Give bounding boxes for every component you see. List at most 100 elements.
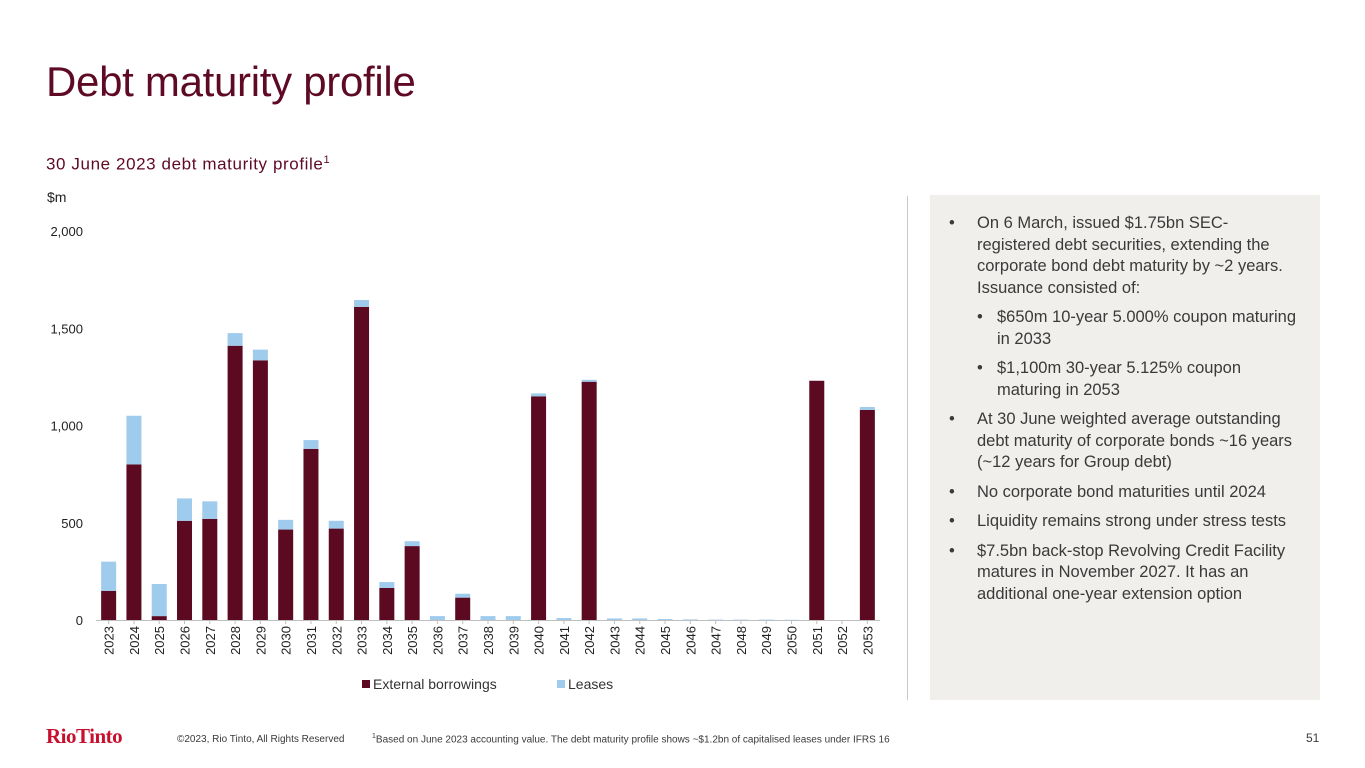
bar-leases (202, 501, 217, 519)
key-points-panel: • On 6 March, issued $1.75bn SEC-register… (930, 195, 1320, 700)
copyright-text: ©2023, Rio Tinto, All Rights Reserved (177, 734, 344, 745)
x-tick-label: 2052 (835, 626, 850, 655)
footnote-text: Based on June 2023 accounting value. The… (376, 734, 890, 745)
x-tick-label: 2029 (253, 626, 268, 655)
y-tick-label: 500 (61, 516, 83, 531)
debt-maturity-chart: 0 500 1,000 1,500 2,000 2023 2024 2025 2026 2027 2… (0, 0, 905, 710)
page-number: 51 (1306, 731, 1319, 745)
bar-external-borrowings (329, 529, 344, 620)
bar-external-borrowings (126, 464, 141, 620)
y-tick-label: 1,500 (50, 321, 83, 336)
x-tick-label: 2045 (658, 626, 673, 655)
bar-leases (683, 619, 698, 620)
vertical-divider (907, 196, 908, 700)
bar-leases (632, 618, 647, 620)
bar-external-borrowings (101, 591, 116, 620)
bullet-icon: • (949, 541, 955, 563)
legend-label: External borrowings (373, 676, 497, 692)
bullet-icon: • (977, 358, 983, 380)
sub-bullet-item: • $650m 10-year 5.000% coupon maturing in… (948, 307, 1300, 350)
x-tick-label: 2034 (380, 626, 395, 655)
x-tick-label: 2024 (127, 626, 142, 655)
bar-leases (126, 416, 141, 465)
bar-external-borrowings (253, 360, 268, 620)
x-tick-label: 2033 (355, 626, 370, 655)
bar-external-borrowings (531, 396, 546, 620)
bar-external-borrowings (860, 410, 875, 620)
bar-leases (556, 618, 571, 620)
x-tick-label: 2047 (709, 626, 724, 655)
bar-leases (481, 616, 496, 620)
bar-external-borrowings (582, 382, 597, 620)
x-tick-label: 2049 (759, 626, 774, 655)
x-tick-label: 2053 (860, 626, 875, 655)
x-tick-label: 2044 (633, 626, 648, 655)
x-tick-label: 2048 (734, 626, 749, 655)
footnote: 1Based on June 2023 accounting value. Th… (372, 733, 890, 745)
bullet-text: $1,100m 30-year 5.125% coupon maturing i… (997, 359, 1241, 399)
x-tick-label: 2043 (607, 626, 622, 655)
bar-external-borrowings (202, 519, 217, 620)
bar-leases (506, 616, 521, 620)
bullet-icon: • (977, 307, 983, 329)
x-tick-label: 2042 (582, 626, 597, 655)
bar-external-borrowings (405, 546, 420, 620)
bullet-icon: • (949, 511, 955, 533)
bar-leases (177, 498, 192, 520)
x-tick-label: 2030 (279, 626, 294, 655)
x-tick-label: 2023 (102, 626, 117, 655)
x-tick-label: 2027 (203, 626, 218, 655)
x-tick-label: 2050 (784, 626, 799, 655)
bullet-icon: • (949, 482, 955, 504)
bar-external-borrowings (809, 381, 824, 620)
x-tick-label: 2036 (430, 626, 445, 655)
bullet-text: $7.5bn back-stop Revolving Credit Facili… (977, 542, 1285, 603)
x-tick-label: 2026 (178, 626, 193, 655)
bullet-text: At 30 June weighted average outstanding … (977, 410, 1292, 471)
bullet-text: On 6 March, issued $1.75bn SEC-registere… (977, 214, 1283, 297)
bullet-icon: • (949, 409, 955, 431)
bullet-item: • $7.5bn back-stop Revolving Credit Facil… (948, 541, 1300, 606)
bullet-item: • Liquidity remains strong under stress t… (948, 511, 1300, 533)
key-points-list: • On 6 March, issued $1.75bn SEC-register… (948, 213, 1300, 605)
bullet-item: • No corporate bond maturities until 2024 (948, 482, 1300, 504)
bar-external-borrowings (379, 588, 394, 620)
bar-leases (228, 333, 243, 346)
bar-external-borrowings (278, 530, 293, 620)
legend-swatch-external-borrowings (362, 680, 370, 688)
bar-leases (303, 440, 318, 449)
bar-leases (658, 619, 673, 620)
bar-leases (101, 562, 116, 591)
bar-leases (379, 582, 394, 588)
bar-external-borrowings (152, 616, 167, 620)
x-tick-label: 2035 (405, 626, 420, 655)
x-tick-label: 2039 (506, 626, 521, 655)
x-tick-label: 2025 (152, 626, 167, 655)
x-tick-label: 2051 (810, 626, 825, 655)
bullet-item: • On 6 March, issued $1.75bn SEC-register… (948, 213, 1300, 299)
bar-leases (354, 300, 369, 307)
y-tick-label: 2,000 (50, 224, 83, 239)
bar-leases (531, 393, 546, 396)
legend-swatch-leases (557, 680, 565, 688)
x-tick-label: 2032 (329, 626, 344, 655)
x-tick-label: 2038 (481, 626, 496, 655)
bar-leases (860, 407, 875, 410)
x-tick-label: 2041 (557, 626, 572, 655)
bar-leases (455, 594, 470, 598)
bar-leases (329, 521, 344, 529)
x-tick-label: 2046 (683, 626, 698, 655)
bar-leases (152, 584, 167, 616)
bar-external-borrowings (303, 449, 318, 620)
bar-external-borrowings (228, 346, 243, 620)
rio-tinto-logo: RioTinto (46, 724, 122, 749)
bullet-item: • At 30 June weighted average outstanding… (948, 409, 1300, 474)
bar-external-borrowings (354, 307, 369, 620)
bullet-text: No corporate bond maturities until 2024 (977, 483, 1266, 501)
bar-leases (582, 380, 597, 382)
bar-leases (430, 616, 445, 620)
bullet-text: Liquidity remains strong under stress te… (977, 512, 1286, 530)
y-tick-label: 1,000 (50, 419, 83, 434)
bullet-text: $650m 10-year 5.000% coupon maturing in … (997, 308, 1296, 348)
x-tick-label: 2037 (456, 626, 471, 655)
